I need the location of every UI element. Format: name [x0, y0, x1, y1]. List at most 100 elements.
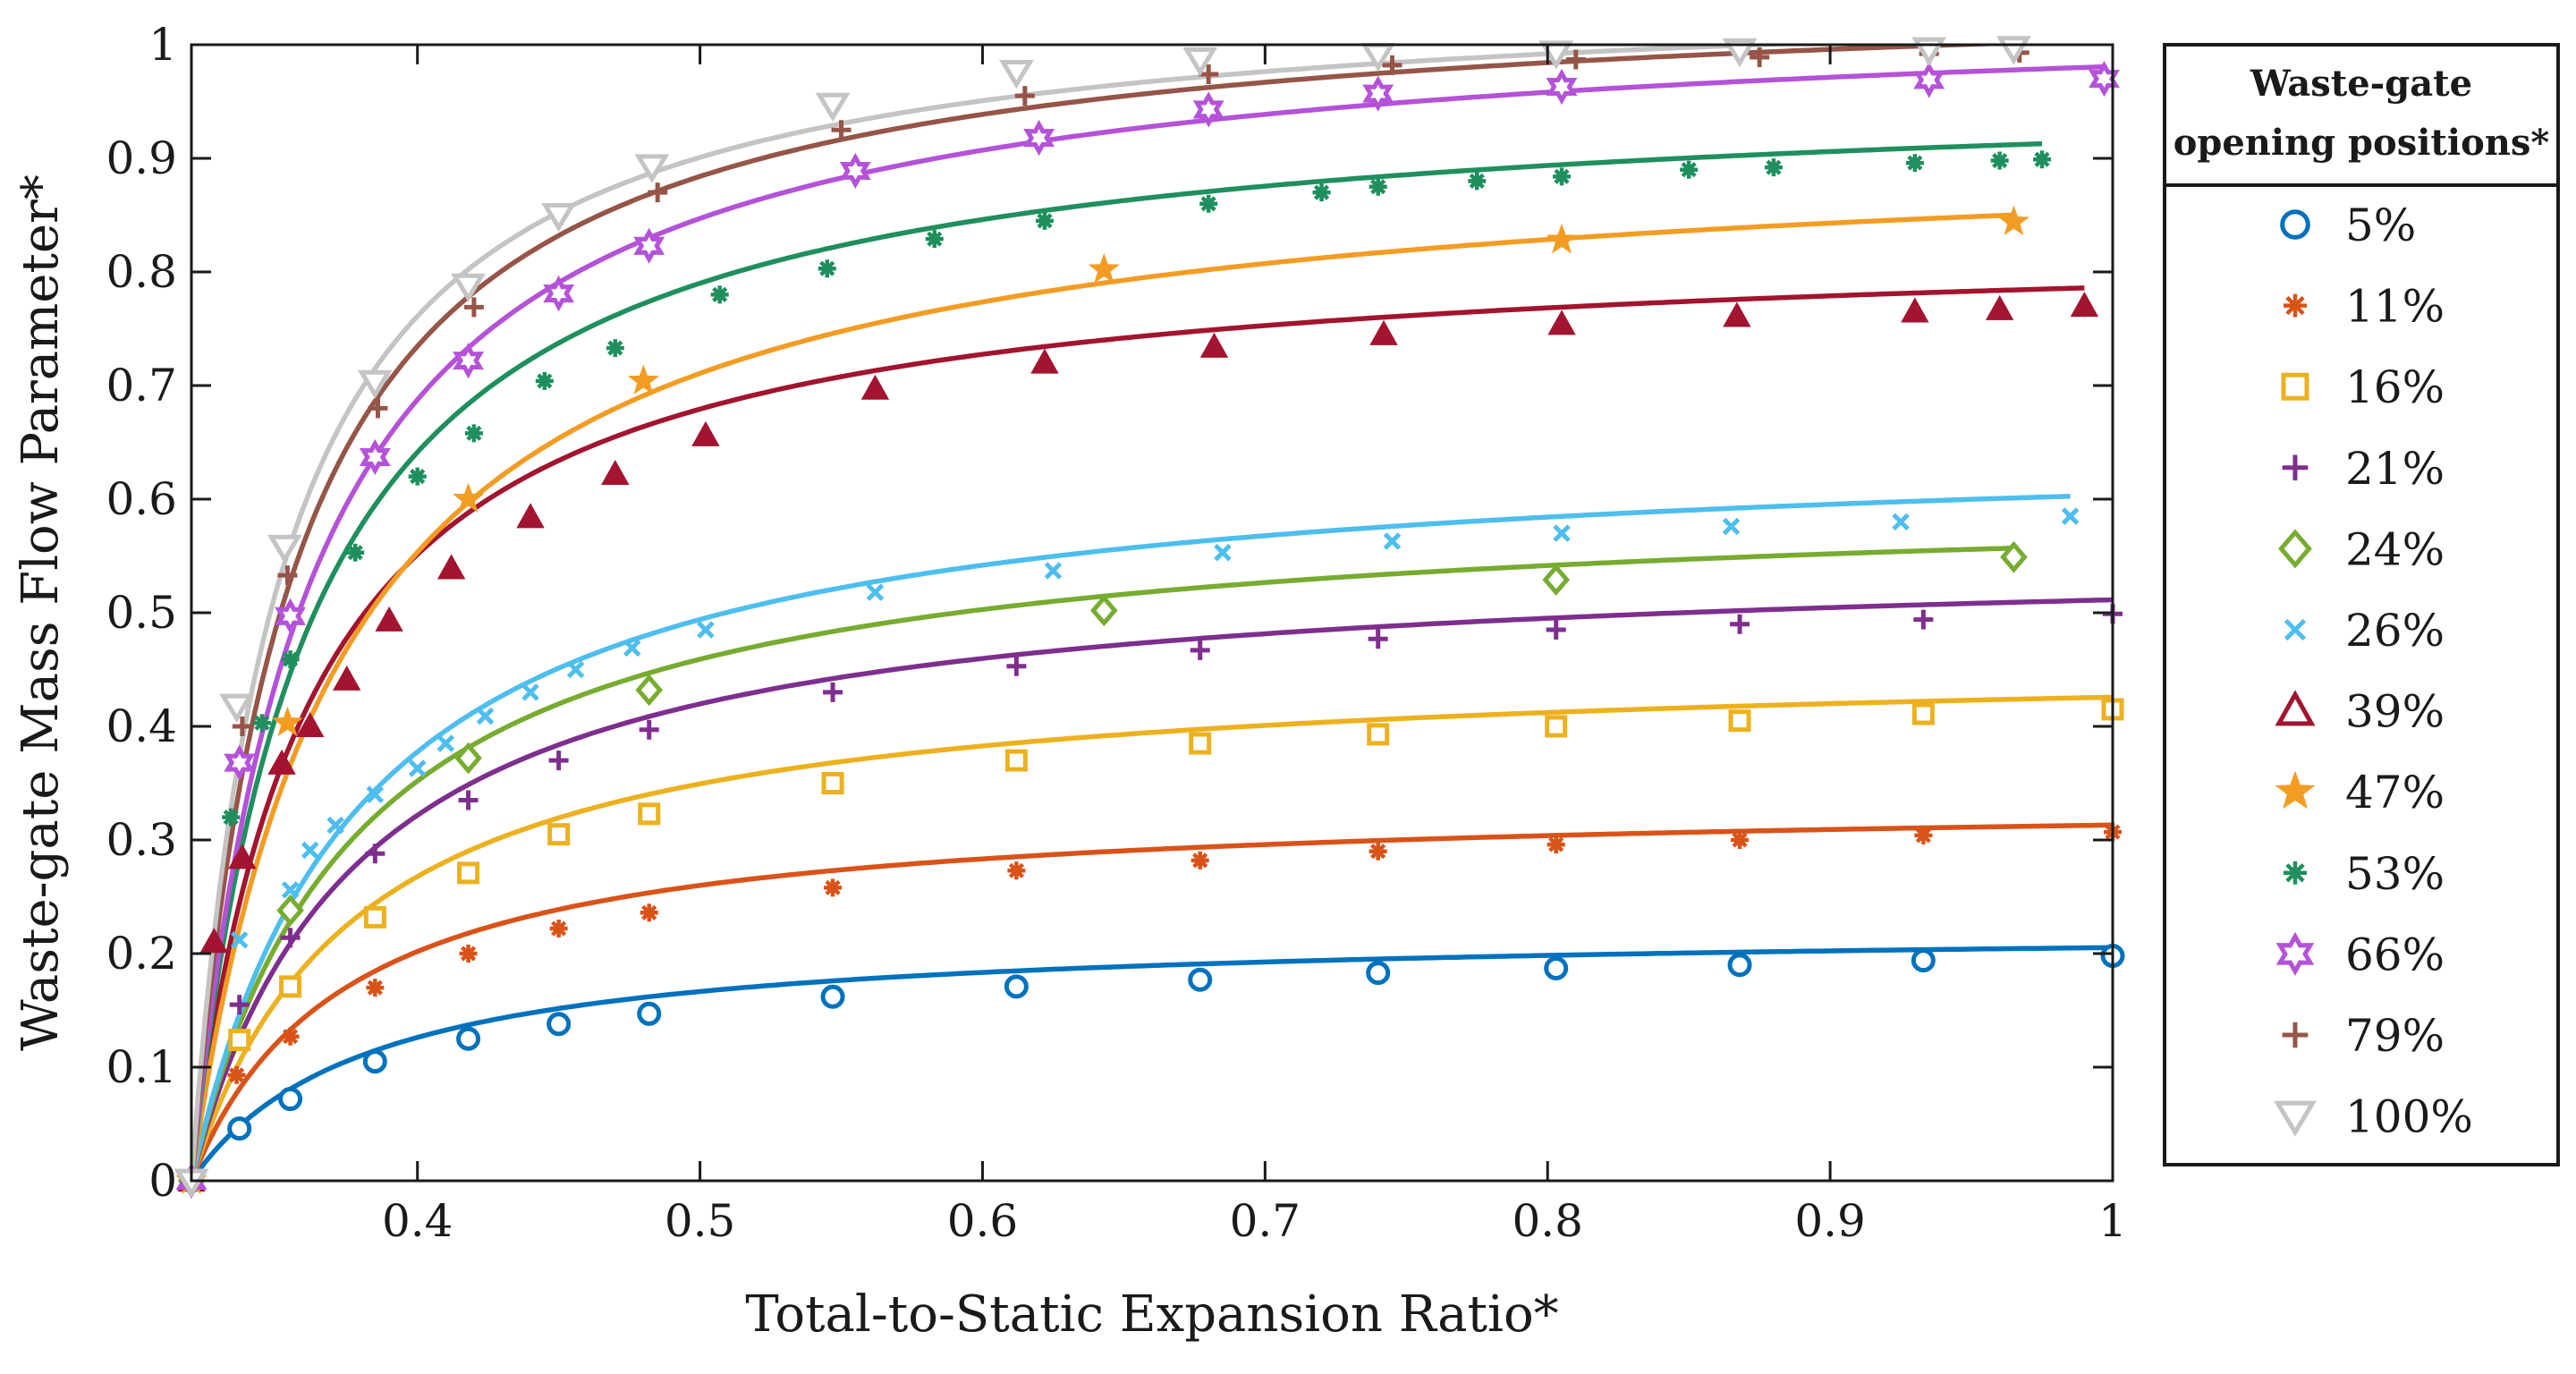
data-point: [230, 930, 249, 949]
data-point: [456, 1026, 481, 1051]
legend-label: 100%: [2345, 1091, 2473, 1143]
data-point: [1901, 297, 1929, 323]
legend-label: 53%: [2345, 848, 2445, 900]
data-point: [1990, 151, 2009, 170]
data-point: [823, 682, 843, 702]
legend-item: 47%: [2275, 767, 2445, 818]
legend-item: 21%: [2282, 443, 2445, 495]
data-point: [224, 744, 256, 781]
legend-title-line2: opening positions*: [2174, 122, 2550, 164]
legend-marker: [2275, 931, 2315, 977]
data-point: [476, 707, 495, 725]
y-tick-label: 0.7: [106, 360, 177, 411]
data-point: [1985, 294, 2014, 320]
data-point: [1367, 723, 1390, 746]
legend-item: 100%: [2274, 1091, 2473, 1143]
data-point: [1913, 62, 1945, 98]
data-point: [363, 905, 386, 929]
x-axis: 0.4 0.5 0.6 0.7 0.8 0.9 1: [382, 45, 2127, 1247]
data-point: [457, 861, 480, 885]
x-tick-label: 0.6: [947, 1195, 1019, 1247]
series-points-21pct: [182, 604, 2123, 1191]
data-point: [227, 1065, 246, 1084]
legend-label: 79%: [2345, 1010, 2445, 1062]
data-point: [634, 154, 670, 183]
legend-marker: [2282, 1022, 2309, 1048]
data-point: [267, 534, 302, 564]
y-tick-label: 0.6: [106, 473, 177, 525]
series-points-66pct: [175, 60, 2120, 1200]
series-line-66pct: [191, 64, 2105, 1181]
data-point: [1546, 68, 1578, 106]
data-point: [368, 398, 388, 419]
data-point: [1088, 253, 1120, 284]
data-point: [601, 460, 630, 486]
data-point: [281, 650, 300, 669]
data-point: [228, 1029, 251, 1052]
data-point: [1362, 75, 1394, 112]
data-point: [691, 420, 720, 446]
legend-marker: [2284, 293, 2307, 318]
data-point: [547, 1012, 572, 1037]
data-point: [232, 717, 252, 736]
legend-item: 26%: [2284, 605, 2445, 657]
legend-item: 5%: [2280, 199, 2416, 251]
data-point: [541, 203, 577, 233]
data-point: [633, 227, 665, 264]
data-point: [521, 683, 539, 701]
data-point: [1023, 119, 1055, 157]
series-line-100pct: [191, 45, 1822, 1181]
data-point: [229, 995, 250, 1015]
data-point: [463, 297, 484, 318]
y-tick-label: 0.1: [106, 1041, 177, 1093]
data-point: [458, 790, 479, 810]
data-point: [818, 259, 836, 278]
data-point: [346, 543, 365, 562]
data-point: [301, 841, 319, 860]
data-point: [365, 844, 386, 864]
data-point: [516, 503, 545, 529]
y-tick-label: 1: [148, 19, 177, 71]
data-point: [2070, 292, 2099, 318]
data-point: [295, 711, 325, 737]
data-point: [357, 369, 393, 400]
data-point: [1004, 974, 1029, 999]
data-point: [623, 639, 641, 657]
data-point: [1544, 956, 1569, 981]
data-point: [326, 816, 344, 835]
legend-label: 21%: [2345, 443, 2445, 495]
legend-marker: [2274, 1100, 2317, 1137]
data-point: [1382, 55, 1402, 75]
data-point: [1189, 732, 1212, 755]
data-point: [1892, 513, 1910, 531]
y-tick-label: 0.3: [106, 814, 177, 866]
data-point: [1722, 517, 1741, 536]
data-point: [1764, 158, 1783, 177]
data-point: [820, 984, 845, 1009]
data-point: [1004, 749, 1028, 772]
data-point: [1014, 86, 1035, 106]
data-point: [839, 152, 871, 190]
data-point: [1366, 961, 1391, 986]
data-point: [366, 979, 385, 997]
data-point: [998, 59, 1034, 89]
series-curves: [191, 45, 2113, 1181]
data-point: [1368, 842, 1387, 861]
data-point: [1044, 562, 1063, 580]
data-point: [1542, 564, 1571, 597]
x-tick-label: 1: [2098, 1195, 2127, 1247]
legend-label: 26%: [2345, 605, 2445, 657]
data-point: [1546, 835, 1565, 854]
data-point: [1996, 36, 2031, 65]
data-point: [436, 734, 455, 752]
data-point: [2000, 540, 2028, 573]
data-point: [436, 554, 466, 580]
x-axis-title: Total-to-Static Expansion Ratio*: [745, 1285, 1558, 1344]
data-point: [1538, 40, 1574, 70]
series-line-79pct: [191, 45, 2020, 1181]
data-point: [925, 230, 944, 249]
legend-marker: [2280, 209, 2310, 240]
data-point: [408, 759, 427, 777]
data-point: [1553, 524, 1571, 542]
data-point: [267, 749, 296, 775]
